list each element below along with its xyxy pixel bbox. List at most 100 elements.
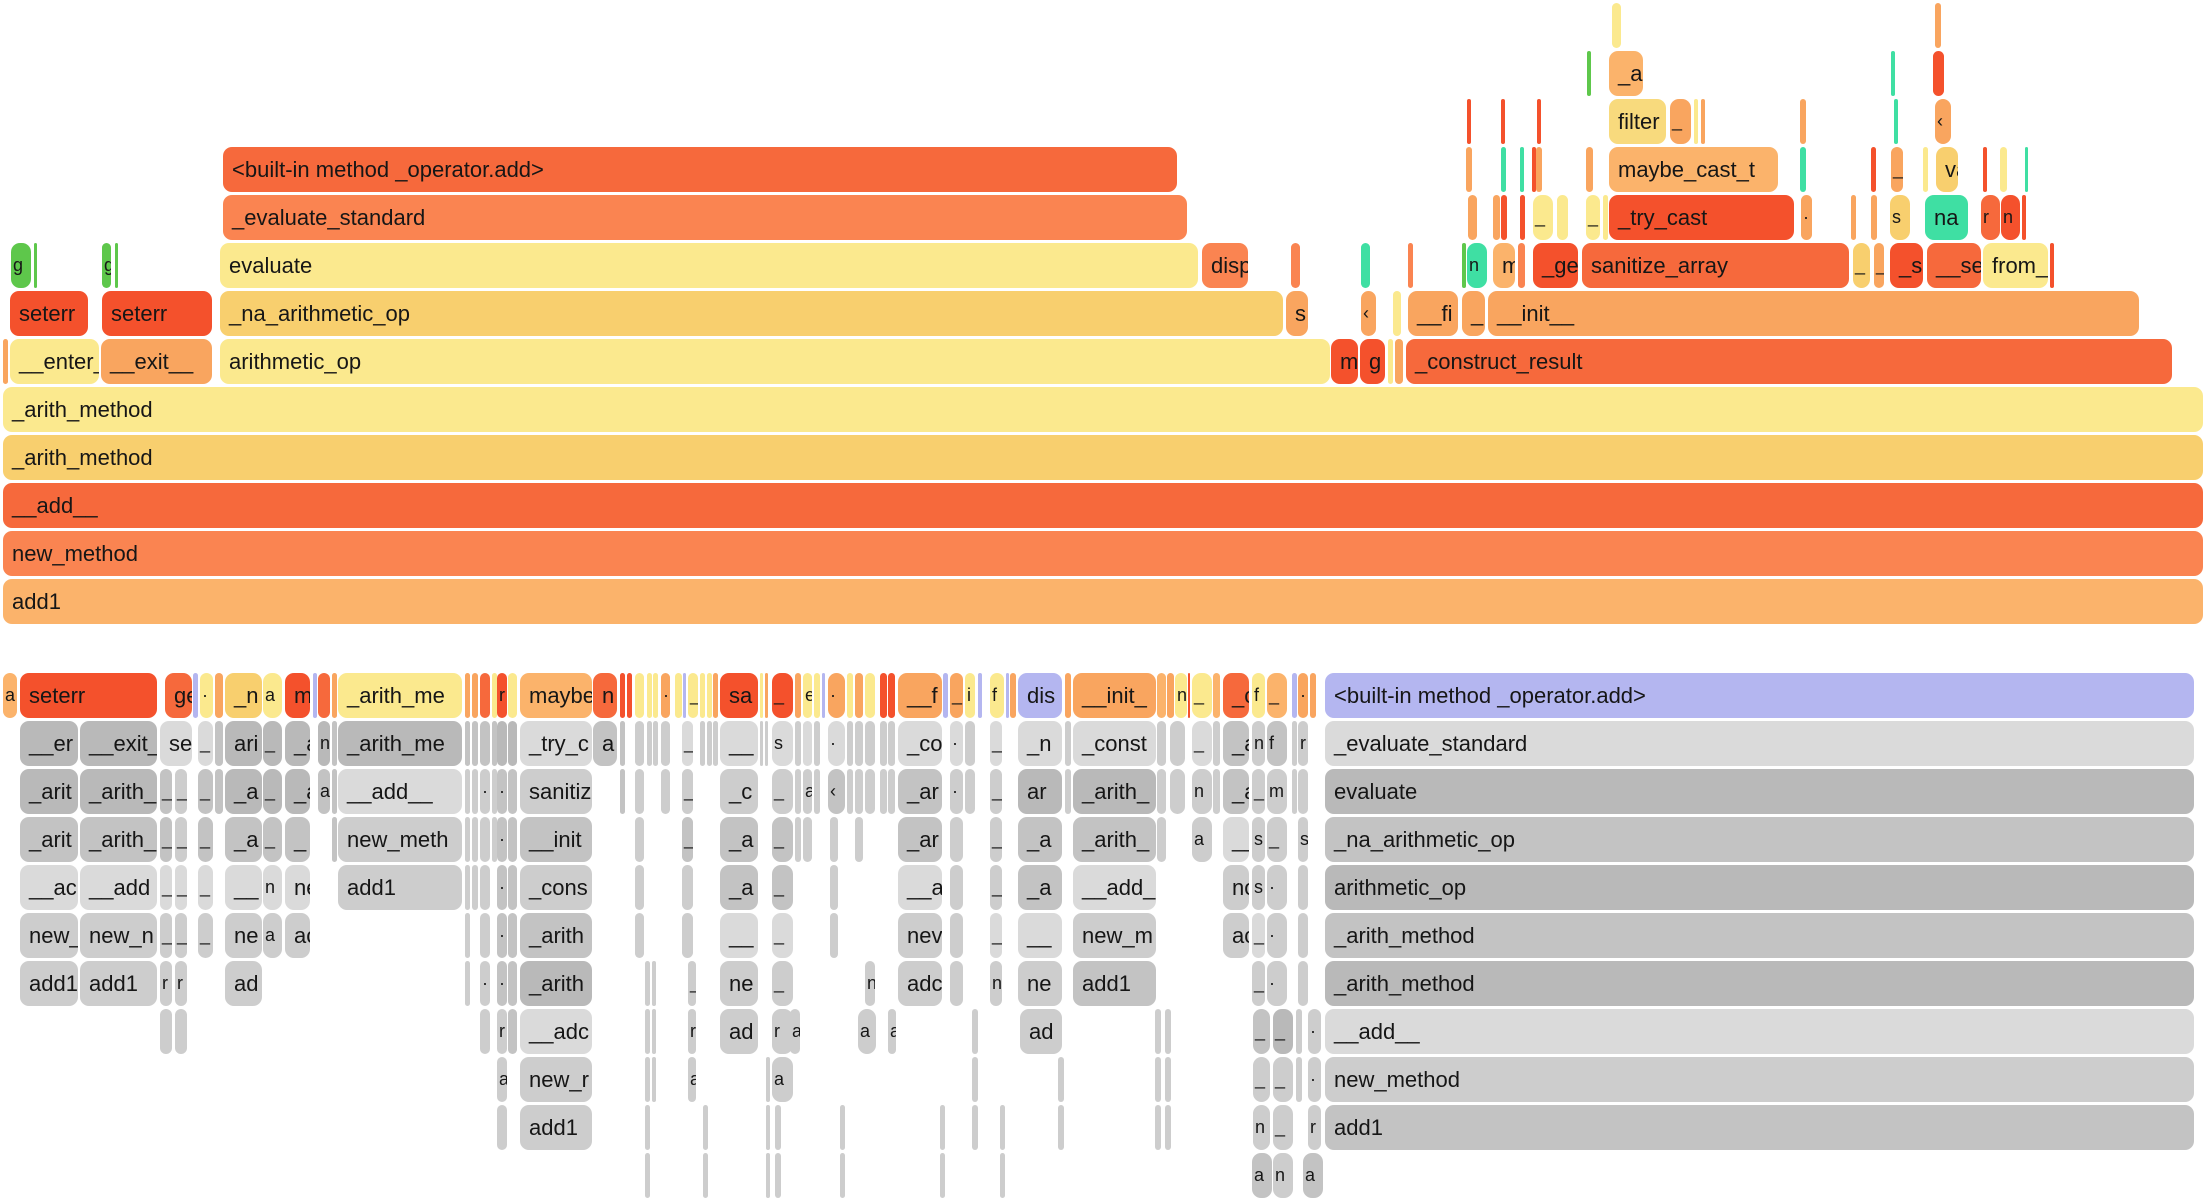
frame-sliver[interactable] (1466, 147, 1472, 192)
frame-m[interactable]: m (1493, 243, 1515, 288)
frame-sliver[interactable] (1213, 721, 1220, 766)
frame-sliver[interactable] (1468, 195, 1477, 240)
frame-__exit__[interactable]: __exit__ (101, 339, 212, 384)
frame-ac[interactable]: ac (285, 913, 310, 958)
frame-_[interactable]: _ (175, 817, 187, 862)
frame-sliver[interactable] (950, 961, 963, 1006)
frame-sliver[interactable] (888, 769, 895, 814)
frame-sliver[interactable] (1157, 721, 1166, 766)
frame-[interactable]: · (828, 673, 845, 718)
frame-__add__[interactable]: __add__ (338, 769, 462, 814)
frame-_[interactable]: _ (198, 721, 213, 766)
frame-ne[interactable]: ne (1018, 961, 1062, 1006)
frame-sliver[interactable] (1000, 1105, 1005, 1150)
frame-sliver[interactable] (950, 913, 963, 958)
frame-g[interactable]: g (102, 243, 111, 288)
frame-[interactable]: · (1267, 913, 1287, 958)
frame-sliver[interactable] (1058, 1057, 1064, 1102)
frame-sliver[interactable] (707, 673, 712, 718)
frame-sliver[interactable] (1065, 673, 1071, 718)
frame-sliver[interactable] (508, 721, 517, 766)
frame-_arith_method[interactable]: _arith_method (1325, 913, 2194, 958)
frame-maybe_cast_t[interactable]: maybe_cast_t (1609, 147, 1778, 192)
frame-n[interactable]: n (2001, 195, 2020, 240)
frame-a[interactable]: a (688, 1057, 696, 1102)
frame-_[interactable]: _ (990, 769, 1002, 814)
frame-sliver[interactable] (1157, 817, 1166, 862)
frame-_[interactable]: _ (688, 961, 696, 1006)
frame-sliver[interactable] (1388, 339, 1393, 384)
frame-s[interactable]: s (772, 721, 793, 766)
frame-n[interactable]: n (1273, 1153, 1293, 1198)
frame-[interactable]: · (828, 721, 845, 766)
frame-sliver[interactable] (645, 1105, 650, 1150)
frame-_ar[interactable]: _ar (898, 769, 942, 814)
frame-new_n[interactable]: new_n (80, 913, 157, 958)
frame-sliver[interactable] (492, 769, 497, 814)
frame-sliver[interactable] (1603, 195, 1608, 240)
frame-n[interactable]: n (1253, 1105, 1270, 1150)
frame-sliver[interactable] (1292, 721, 1297, 766)
frame-sliver[interactable] (1188, 673, 1190, 718)
frame-__add_[interactable]: __add_ (1073, 865, 1156, 910)
frame-__add[interactable]: __add (80, 865, 157, 910)
frame-n[interactable]: n (990, 961, 1002, 1006)
frame-_n[interactable]: _n (225, 673, 262, 718)
frame-new_meth[interactable]: new_meth (338, 817, 462, 862)
frame-sliver[interactable] (865, 769, 875, 814)
frame-_[interactable]: _ (1273, 1057, 1293, 1102)
frame-g[interactable]: g (1360, 339, 1385, 384)
frame-seterr[interactable]: seterr (10, 291, 88, 336)
frame-r[interactable]: r (688, 1009, 696, 1054)
frame-ne[interactable]: ne (225, 913, 262, 958)
frame-_arith_[interactable]: _arith_ (80, 817, 157, 862)
frame-_[interactable]: _ (990, 721, 1002, 766)
frame-[interactable]: · (950, 769, 963, 814)
frame-_arith_method[interactable]: _arith_method (3, 435, 2203, 480)
frame-a[interactable]: a (318, 769, 330, 814)
frame-a[interactable]: a (263, 913, 282, 958)
frame-sliver[interactable] (332, 673, 337, 718)
frame-no[interactable]: no (1223, 865, 1249, 910)
frame-_[interactable]: _ (175, 769, 187, 814)
frame-sliver[interactable] (1493, 195, 1500, 240)
frame-sliver[interactable] (2025, 147, 2028, 192)
frame-n[interactable]: n (593, 673, 617, 718)
frame-arithmetic_op[interactable]: arithmetic_op (220, 339, 1330, 384)
frame-r[interactable]: r (497, 1009, 507, 1054)
frame-r[interactable]: r (1981, 195, 2000, 240)
frame-[interactable]: · (497, 865, 507, 910)
frame-__exit_[interactable]: __exit_ (80, 721, 157, 766)
frame-_[interactable]: _ (1586, 195, 1600, 240)
frame-a[interactable]: a (1303, 1153, 1323, 1198)
frame-_arith_method[interactable]: _arith_method (1325, 961, 2194, 1006)
frame-[interactable]: · (497, 913, 507, 958)
frame-_ge[interactable]: _ge (1533, 243, 1578, 288)
frame-[interactable]: · (497, 817, 507, 862)
frame-sliver[interactable] (1298, 769, 1308, 814)
frame-sliver[interactable] (888, 673, 895, 718)
frame-_try_c[interactable]: _try_c (520, 721, 592, 766)
frame-sliver[interactable] (472, 673, 478, 718)
frame-s[interactable]: s (1298, 817, 1308, 862)
frame-_[interactable]: _ (198, 817, 213, 862)
frame-_arith_[interactable]: _arith_ (1073, 769, 1156, 814)
frame-sanitiz[interactable]: sanitiz (520, 769, 592, 814)
frame-sliver[interactable] (940, 1105, 945, 1150)
frame-[interactable]: · (661, 673, 670, 718)
frame-sliver[interactable] (847, 769, 853, 814)
frame-n[interactable]: n (263, 865, 282, 910)
frame-_arith[interactable]: _arith (520, 913, 592, 958)
frame-sliver[interactable] (972, 1105, 978, 1150)
frame-f[interactable]: f (1267, 721, 1287, 766)
frame-_[interactable]: _ (682, 721, 693, 766)
frame-sliver[interactable] (814, 721, 820, 766)
frame-a[interactable]: a (1252, 1153, 1272, 1198)
frame-sliver[interactable] (940, 1153, 945, 1198)
frame-sliver[interactable] (1298, 961, 1308, 1006)
frame-sliver[interactable] (480, 1009, 490, 1054)
frame-sliver[interactable] (1501, 195, 1507, 240)
frame-sliver[interactable] (865, 721, 875, 766)
frame-sliver[interactable] (703, 1153, 708, 1198)
frame-a[interactable]: a (1192, 817, 1212, 862)
